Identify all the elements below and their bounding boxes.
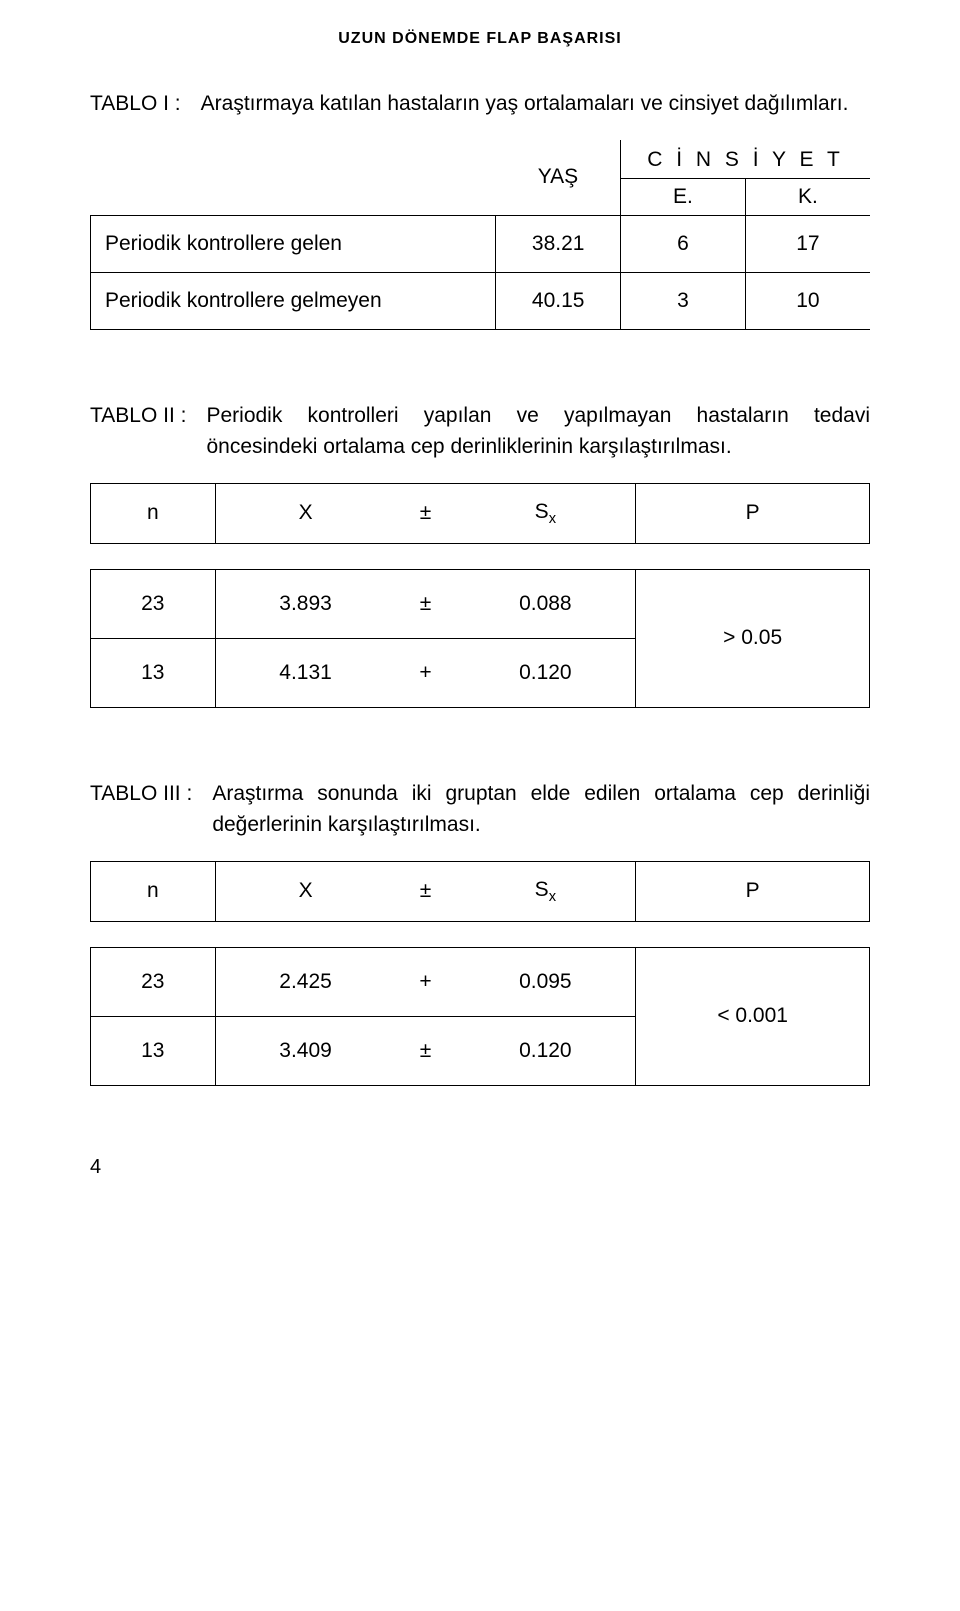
t3-head-x: X [246,879,366,903]
t1-r1-e: 3 [621,272,746,329]
t2-head-pm: ± [366,501,486,525]
t3-r0-pm: + [366,970,486,994]
t1-r0-label: Periodik kontrollere gelen [91,215,496,272]
t3-spacer [91,921,870,947]
page: UZUN DÖNEMDE FLAP BAŞARISI TABLO I : Ara… [0,0,960,1219]
running-head: UZUN DÖNEMDE FLAP BAŞARISI [90,30,870,48]
t3-r0-xs: 2.425 + 0.095 [215,947,636,1016]
t3-head-p: P [636,861,870,921]
t1-r1-k: 10 [745,272,870,329]
tablo1-caption-text: Araştırmaya katılan hastaların yaş ortal… [201,88,870,120]
t2-r0-s: 0.088 [485,592,605,616]
t1-r0-k: 17 [745,215,870,272]
t3-r0-s: 0.095 [485,970,605,994]
t1-head-e: E. [621,178,746,215]
t2-head-x: X [246,501,366,525]
tablo2-label: TABLO II : [90,400,206,463]
t1-head-k: K. [745,178,870,215]
t3-row-0: 23 2.425 + 0.095 < 0.001 [91,947,870,1016]
t3-head-n: n [91,861,216,921]
tablo1-caption: TABLO I : Araştırmaya katılan hastaların… [90,88,870,120]
t1-head-yas: YAŞ [496,140,621,216]
tablo2-caption: TABLO II : Periodik kontrolleri yapılan … [90,400,870,463]
t3-r0-x: 2.425 [246,970,366,994]
t2-r1-s: 0.120 [485,661,605,685]
t1-r1-yas: 40.15 [496,272,621,329]
tablo1: YAŞ C İ N S İ Y E T E. K. Periodik kontr… [90,140,870,330]
t2-r1-pm: + [366,661,486,685]
t2-row-0: 23 3.893 ± 0.088 > 0.05 [91,569,870,638]
tablo1-label: TABLO I : [90,88,201,120]
t2-r0-pm: ± [366,592,486,616]
t2-head-p: P [636,483,870,543]
t2-r0-n: 23 [91,569,216,638]
t2-head-s: Sx [485,500,605,527]
t1-row-1: Periodik kontrollere gelmeyen 40.15 3 10 [91,272,871,329]
t3-r0-n: 23 [91,947,216,1016]
t2-head-xs: X ± Sx [215,483,636,543]
t3-head-pm: ± [366,879,486,903]
t2-head: n X ± Sx P [91,483,870,543]
page-number: 4 [90,1156,870,1179]
t2-spacer [91,543,870,569]
tablo2-caption-text: Periodik kontrolleri yapılan ve yapılmay… [206,400,870,463]
tablo2: n X ± Sx P 23 3.893 ± 0.088 > 0.05 [90,483,870,708]
t1-r0-yas: 38.21 [496,215,621,272]
t3-p: < 0.001 [636,947,870,1085]
tablo3-caption-text: Araştırma sonunda iki gruptan elde edile… [212,778,870,841]
t3-head-xs: X ± Sx [215,861,636,921]
t2-p: > 0.05 [636,569,870,707]
t2-r1-n: 13 [91,638,216,707]
t2-head-n: n [91,483,216,543]
t2-r0-xs: 3.893 ± 0.088 [215,569,636,638]
t1-r0-e: 6 [621,215,746,272]
t3-r1-xs: 3.409 ± 0.120 [215,1016,636,1085]
t3-r1-pm: ± [366,1039,486,1063]
t1-row-0: Periodik kontrollere gelen 38.21 6 17 [91,215,871,272]
t3-head-s: Sx [485,878,605,905]
t2-r0-x: 3.893 [246,592,366,616]
t2-r1-xs: 4.131 + 0.120 [215,638,636,707]
t3-r1-s: 0.120 [485,1039,605,1063]
t3-r1-n: 13 [91,1016,216,1085]
t1-empty [91,140,496,216]
t1-head-cinsiyet: C İ N S İ Y E T [621,140,870,179]
tablo3-caption: TABLO III : Araştırma sonunda iki grupta… [90,778,870,841]
t1-r1-label: Periodik kontrollere gelmeyen [91,272,496,329]
t3-head: n X ± Sx P [91,861,870,921]
tablo3-label: TABLO III : [90,778,212,841]
t3-r1-x: 3.409 [246,1039,366,1063]
t2-r1-x: 4.131 [246,661,366,685]
tablo3: n X ± Sx P 23 2.425 + 0.095 < 0.001 [90,861,870,1086]
